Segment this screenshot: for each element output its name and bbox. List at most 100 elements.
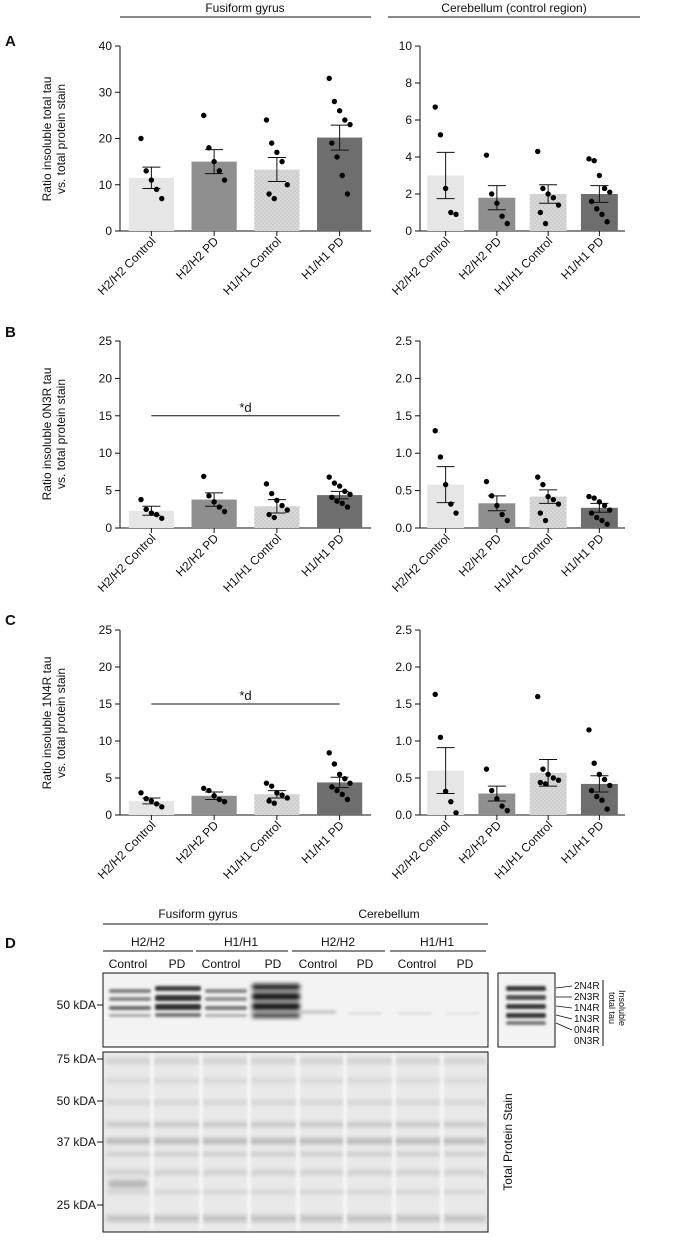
data-point: [138, 496, 144, 503]
x-tick-label: H2/H2 Control: [389, 234, 453, 298]
lane-gap: [392, 1054, 396, 1230]
band: [300, 1010, 336, 1014]
data-point: [537, 779, 544, 786]
tau-marker-label: 50 kDA: [57, 998, 96, 1012]
lane-label-7: Control: [398, 957, 437, 971]
x-tick-label: H2/H2 Control: [389, 531, 453, 595]
chart-c-fusiform: 0 5 10 15 20 25 H2/H2 Control H2/H2 PD H1/H1 Con…: [95, 623, 371, 882]
data-point: [594, 514, 600, 521]
x-tick-label: H1/H1 PD: [558, 234, 606, 282]
data-point: [432, 428, 438, 434]
bar: [317, 495, 363, 528]
data-point: [268, 783, 275, 789]
data-point: [537, 510, 544, 516]
blot-genotype-3: H2/H2: [321, 935, 355, 949]
data-point: [540, 766, 546, 772]
tau-blot-strong-bands: [252, 984, 300, 1018]
ladder-band: [506, 1004, 546, 1009]
data-point: [329, 140, 335, 146]
data-point: [437, 132, 444, 138]
x-tick-label: H2/H2 PD: [456, 818, 504, 866]
data-point: [263, 481, 270, 487]
x-tick-label: H2/H2 Control: [389, 818, 453, 882]
lane-label-6: PD: [357, 957, 374, 971]
data-point: [148, 798, 155, 804]
isoform-pointer: [555, 1005, 573, 1009]
data-point: [596, 499, 603, 505]
x-tick-label: H2/H2 PD: [173, 818, 221, 866]
y-tick-label: 1.0: [395, 734, 412, 748]
data-point: [442, 788, 449, 795]
y-label-a: Ratio insoluble total tau vs. total prot…: [40, 77, 68, 202]
isoform-ladder-frame: [497, 972, 556, 1048]
data-point: [586, 727, 592, 733]
data-point: [331, 480, 338, 486]
data-point: [499, 803, 505, 809]
data-point: [607, 189, 613, 195]
data-point: [432, 104, 438, 110]
band: [155, 1013, 201, 1017]
tau-blot-faint-bands: [300, 1010, 480, 1015]
ladder-band: [506, 986, 546, 991]
data-point: [206, 493, 212, 499]
data-point: [159, 515, 165, 521]
data-point: [216, 796, 223, 803]
data-point: [336, 771, 343, 777]
isoform-label-0n4r: 0N4R: [574, 1025, 600, 1036]
data-point: [221, 508, 228, 515]
data-point: [221, 177, 228, 183]
y-label-b-line1: Ratio insoluble 0N3R tau: [40, 368, 54, 501]
x-tick-label: H1/H1 PD: [558, 818, 606, 866]
stain-marker-50: 50 kDA: [57, 1094, 96, 1108]
significance-label: *d: [239, 688, 251, 703]
data-point: [504, 807, 510, 814]
y-tick-label: 15: [99, 697, 113, 711]
data-point: [542, 220, 549, 227]
data-point: [483, 478, 490, 485]
lane-gap: [440, 1054, 444, 1230]
data-point: [201, 473, 207, 480]
data-point: [153, 511, 160, 518]
data-point: [499, 213, 505, 219]
data-point: [591, 495, 597, 501]
data-point: [604, 806, 610, 812]
data-point: [339, 500, 345, 507]
data-point: [326, 75, 332, 82]
y-tick-label: 0.5: [395, 771, 412, 785]
y-tick-label: 10: [99, 446, 113, 460]
data-point: [138, 135, 144, 142]
lane-label-2: PD: [169, 957, 186, 971]
data-point: [448, 798, 454, 805]
data-point: [329, 494, 335, 501]
lane-gap: [343, 1054, 347, 1230]
isoform-pointer: [555, 1014, 573, 1020]
y-tick-label: 20: [99, 660, 113, 674]
band: [109, 1006, 151, 1010]
x-tick-label: H1/H1 Control: [220, 818, 284, 882]
lane-gap: [296, 1054, 300, 1230]
panel-label-b: B: [5, 324, 16, 341]
data-point: [268, 490, 275, 497]
data-point: [221, 798, 228, 805]
data-point: [274, 790, 280, 796]
data-point: [604, 219, 610, 225]
data-point: [274, 149, 280, 156]
data-point: [542, 781, 549, 787]
data-point: [347, 491, 353, 498]
data-point: [550, 775, 557, 781]
y-tick-label: 10: [99, 178, 113, 192]
data-point: [494, 200, 500, 206]
band: [252, 993, 300, 1000]
significance-label: *d: [239, 400, 251, 415]
data-point: [504, 517, 510, 524]
data-point: [143, 796, 149, 802]
blot-region-fusiform: Fusiform gyrus: [158, 907, 237, 921]
data-point: [334, 498, 340, 504]
data-point: [342, 488, 348, 495]
band: [109, 1014, 151, 1017]
data-point: [153, 801, 160, 807]
data-point: [594, 793, 600, 800]
data-point: [329, 784, 335, 790]
data-point: [284, 182, 290, 188]
y-tick-label: 0.5: [395, 484, 412, 498]
